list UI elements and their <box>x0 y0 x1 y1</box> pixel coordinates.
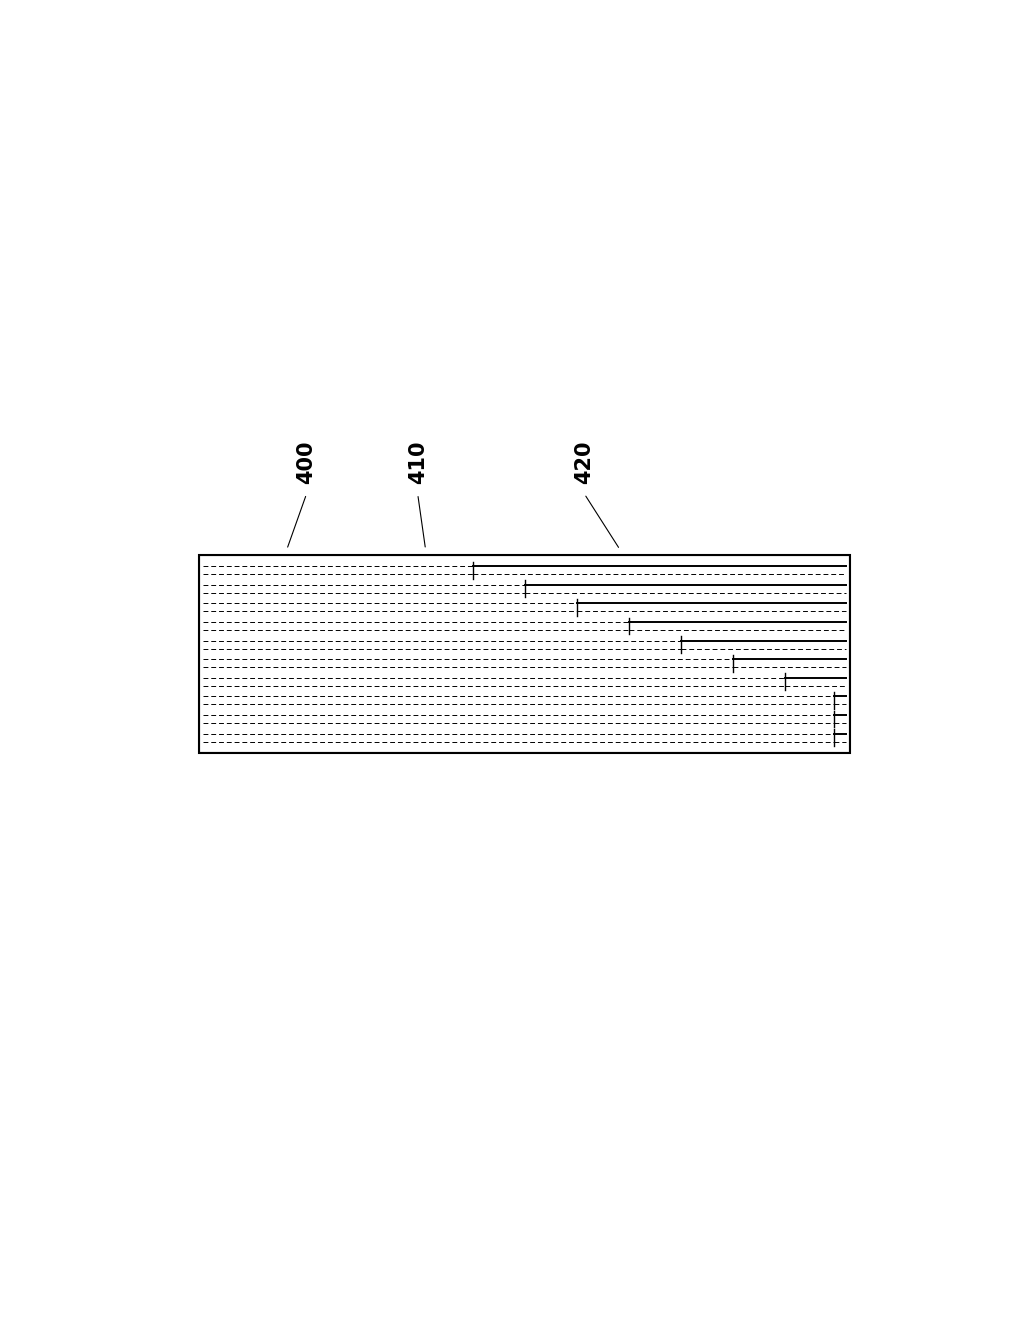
Bar <box>200 554 850 752</box>
Bar <box>850 158 922 1175</box>
Bar <box>128 752 922 1175</box>
Text: 400: 400 <box>297 440 316 483</box>
Text: Patent Application Publication: Patent Application Publication <box>196 211 398 224</box>
Text: 420: 420 <box>574 440 594 483</box>
Text: US 2011/0137589 A1: US 2011/0137589 A1 <box>716 211 854 224</box>
Text: FIG. 14: FIG. 14 <box>215 804 298 824</box>
Bar <box>128 158 200 1175</box>
Bar <box>128 158 922 554</box>
Bar <box>200 554 850 752</box>
Text: Jun. 9, 2011   Sheet 14 of 14: Jun. 9, 2011 Sheet 14 of 14 <box>364 211 551 224</box>
Text: 410: 410 <box>408 440 428 483</box>
